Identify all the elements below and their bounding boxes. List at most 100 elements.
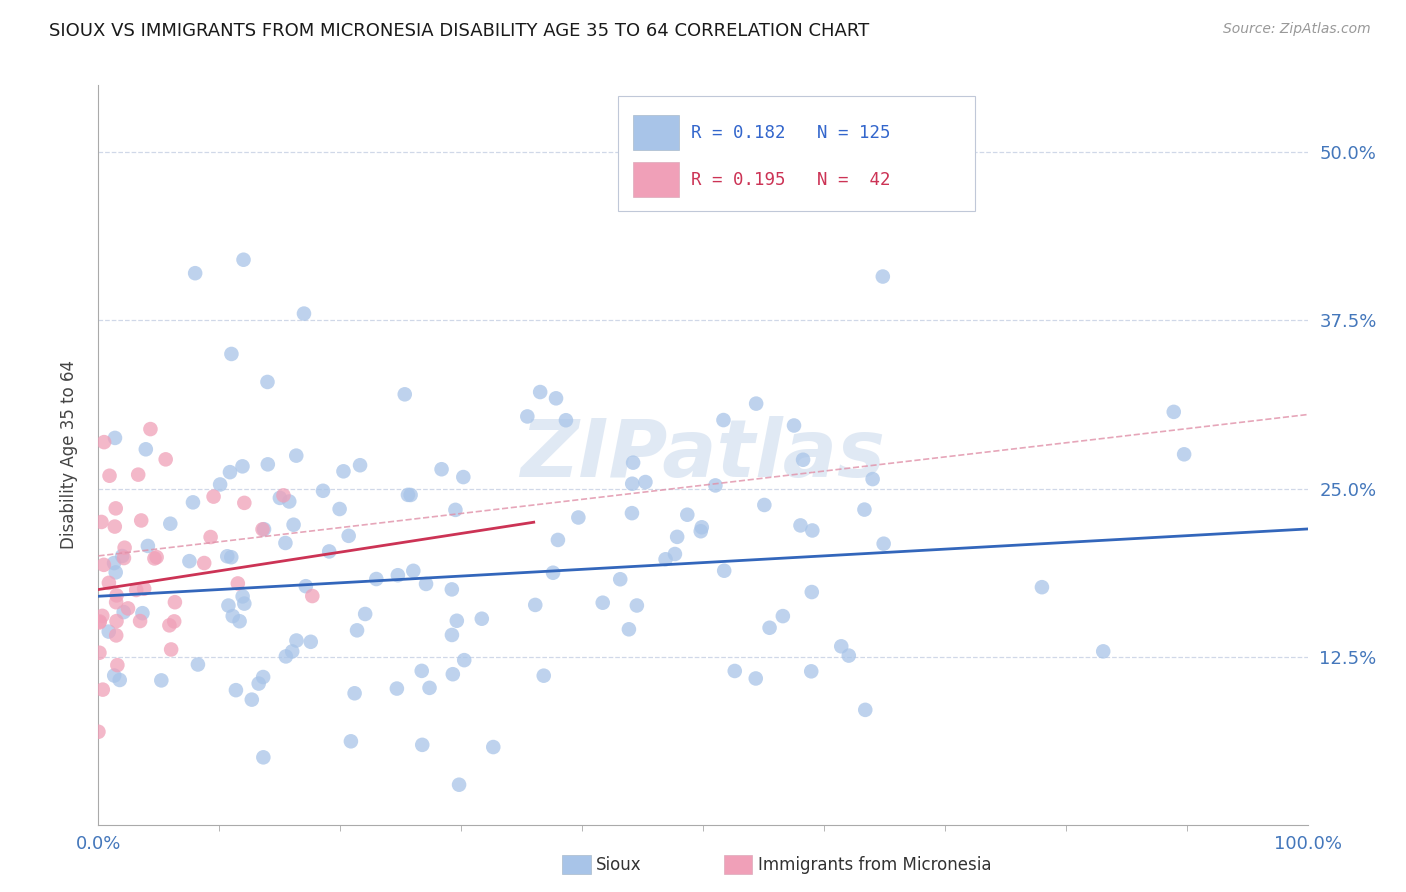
Point <box>394 387 416 401</box>
Point <box>252 750 274 764</box>
Point <box>226 576 249 591</box>
Point <box>482 739 505 754</box>
Point <box>252 670 274 684</box>
Point <box>252 522 274 536</box>
Point <box>104 519 127 533</box>
Point <box>830 640 852 654</box>
Point <box>256 458 278 472</box>
Point <box>232 252 254 267</box>
Point <box>346 624 368 638</box>
Point <box>440 582 463 597</box>
Point <box>163 615 186 629</box>
Point <box>449 778 471 792</box>
Point <box>621 476 644 491</box>
Text: R = 0.195   N =  42: R = 0.195 N = 42 <box>690 170 890 188</box>
Point <box>745 396 768 410</box>
Point <box>231 459 253 474</box>
Point <box>90 515 112 529</box>
Point <box>853 502 876 516</box>
Point <box>240 692 263 706</box>
Point <box>209 477 232 491</box>
Point <box>155 452 177 467</box>
Point <box>620 506 643 520</box>
Point <box>247 676 270 690</box>
Point <box>524 598 547 612</box>
Point <box>340 734 363 748</box>
Point <box>366 572 388 586</box>
Point <box>181 495 204 509</box>
Point <box>98 468 121 483</box>
Point <box>97 624 120 639</box>
Point <box>758 621 780 635</box>
Point <box>93 435 115 450</box>
Point <box>184 266 207 280</box>
Point <box>555 413 578 427</box>
Point <box>105 658 128 673</box>
Point <box>592 596 614 610</box>
Point <box>143 551 166 566</box>
Point <box>217 599 239 613</box>
Bar <box>633 115 679 151</box>
Point <box>654 552 676 566</box>
Point <box>544 392 567 406</box>
Point <box>617 622 640 636</box>
Point <box>150 673 173 688</box>
Point <box>103 668 125 682</box>
Point <box>411 738 433 752</box>
Point <box>838 648 860 663</box>
Point <box>332 464 354 478</box>
Point <box>256 375 278 389</box>
Point <box>125 582 148 597</box>
Point <box>134 582 156 596</box>
Point <box>187 657 209 672</box>
Point <box>89 615 111 630</box>
Point <box>689 524 711 539</box>
Point <box>609 572 631 586</box>
Point <box>108 673 131 687</box>
FancyBboxPatch shape <box>619 95 976 211</box>
Text: SIOUX VS IMMIGRANTS FROM MICRONESIA DISABILITY AGE 35 TO 64 CORRELATION CHART: SIOUX VS IMMIGRANTS FROM MICRONESIA DISA… <box>49 22 869 40</box>
Point <box>219 465 242 479</box>
Y-axis label: Disability Age 35 to 64: Disability Age 35 to 64 <box>59 360 77 549</box>
Point <box>1163 405 1185 419</box>
Point <box>676 508 699 522</box>
Point <box>783 418 806 433</box>
Text: Source: ZipAtlas.com: Source: ZipAtlas.com <box>1223 22 1371 37</box>
Point <box>145 550 167 565</box>
Point <box>533 668 555 682</box>
Point <box>163 595 186 609</box>
Point <box>516 409 538 424</box>
Point <box>318 544 340 558</box>
Point <box>193 556 215 570</box>
Point <box>567 510 589 524</box>
Point <box>89 615 111 629</box>
Point <box>253 522 276 536</box>
Point <box>862 472 884 486</box>
Point <box>664 547 686 561</box>
Point <box>112 551 135 566</box>
Text: Immigrants from Micronesia: Immigrants from Micronesia <box>758 856 991 874</box>
Point <box>222 609 245 624</box>
Point <box>91 608 114 623</box>
Point <box>444 503 467 517</box>
Point <box>547 533 569 547</box>
Point <box>225 683 247 698</box>
Point <box>354 607 377 621</box>
Point <box>704 478 727 492</box>
Point <box>281 644 304 658</box>
Point <box>136 539 159 553</box>
Point <box>872 269 894 284</box>
Point <box>853 703 876 717</box>
Point <box>105 595 128 609</box>
Point <box>112 605 135 619</box>
Point <box>200 530 222 544</box>
Point <box>415 577 437 591</box>
Point <box>97 575 120 590</box>
Point <box>114 541 136 555</box>
Point <box>104 566 127 580</box>
Point <box>430 462 453 476</box>
Point <box>219 550 242 565</box>
Point <box>269 491 291 505</box>
Point <box>453 653 475 667</box>
Point <box>349 458 371 473</box>
